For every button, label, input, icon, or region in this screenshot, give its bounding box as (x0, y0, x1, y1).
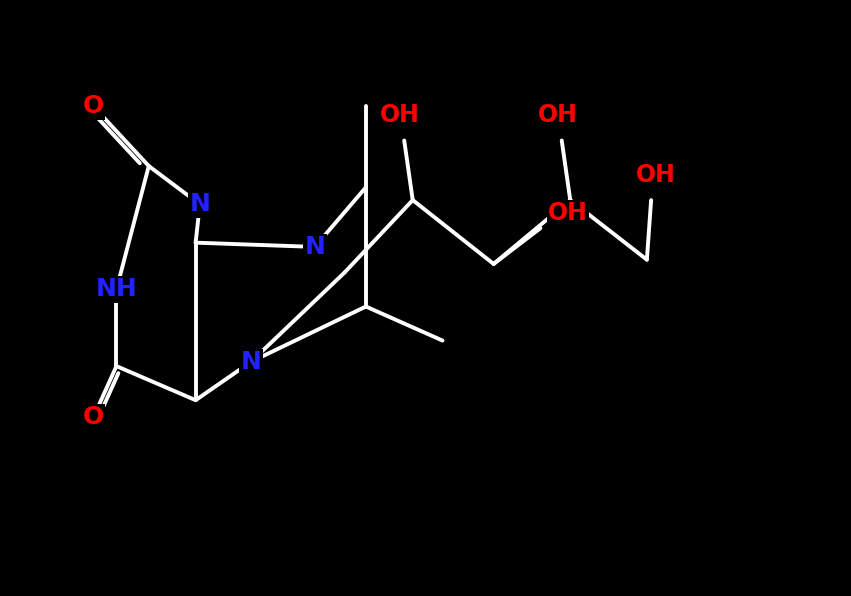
Text: N: N (241, 350, 261, 374)
Text: O: O (83, 405, 104, 429)
Text: NH: NH (95, 278, 137, 302)
Text: N: N (305, 235, 325, 259)
Text: OH: OH (538, 103, 578, 127)
Text: OH: OH (636, 163, 676, 187)
Text: N: N (190, 193, 210, 216)
Text: OH: OH (548, 201, 588, 225)
Text: OH: OH (380, 103, 420, 127)
Text: O: O (83, 94, 104, 119)
